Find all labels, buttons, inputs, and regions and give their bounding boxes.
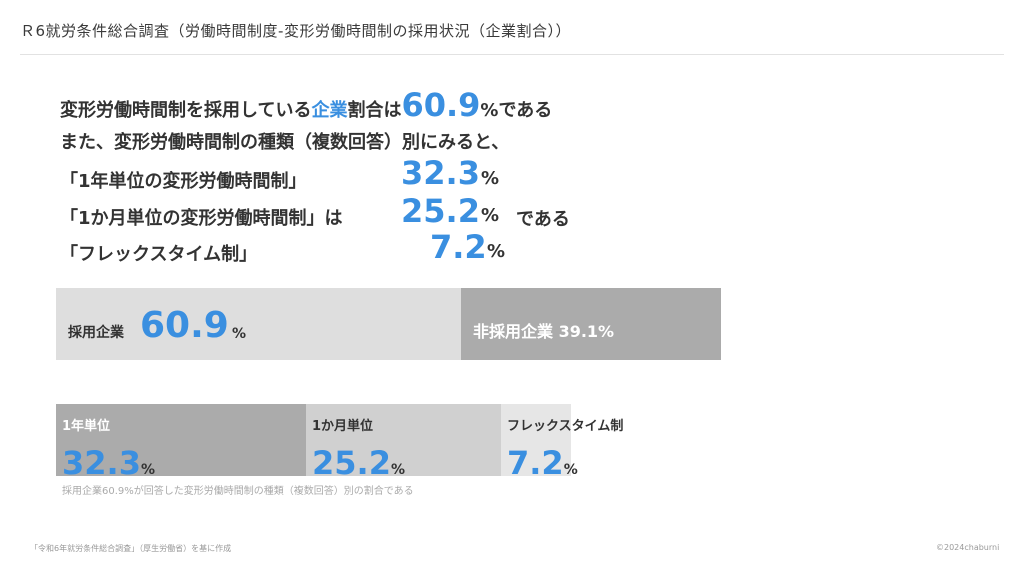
adopting-companies-pct: % bbox=[232, 326, 247, 342]
headline-line-4-tail: である bbox=[516, 209, 570, 230]
headline-line-5-number: 7.2 bbox=[430, 228, 487, 266]
one-month-unit-pct: % bbox=[390, 462, 405, 478]
headline-line-4-pct: % bbox=[481, 205, 500, 226]
source-note: 「令和6年就労条件総合調査」（厚生労働省）を基に作成 bbox=[30, 544, 232, 553]
one-year-unit-value: 32.3% bbox=[62, 444, 155, 482]
flextime-bar: フレックスタイム制 7.2% bbox=[501, 404, 623, 482]
headline-line-1-accent: 企業 bbox=[311, 100, 348, 121]
adopting-companies-segment: 採用企業 60.9 % bbox=[56, 288, 461, 360]
headline-line-5-label: 「フレックスタイム制」 bbox=[60, 244, 258, 265]
one-month-unit-value: 25.2% bbox=[312, 444, 405, 482]
flextime-value: 7.2% bbox=[507, 444, 578, 482]
copyright: ©2024chaburni bbox=[936, 543, 1000, 552]
flextime-label: フレックスタイム制 bbox=[507, 419, 624, 434]
adopting-companies-value: 60.9 bbox=[140, 305, 229, 346]
page-title: Ｒ6就労条件総合調査（労働時間制度-変形労働時間制の採用状況（企業割合）） bbox=[20, 22, 571, 40]
one-year-unit-number: 32.3 bbox=[62, 444, 141, 482]
non-adopting-companies-label: 非採用企業 39.1% bbox=[473, 322, 615, 341]
headline-line-5-pct: % bbox=[487, 241, 506, 262]
one-year-unit-bar: 1年単位 32.3% bbox=[56, 404, 306, 482]
headline-line-1-mid: 割合は bbox=[347, 100, 402, 121]
chart-footnote: 採用企業60.9%が回答した変形労働時間制の種類（複数回答）別の割合である bbox=[62, 486, 414, 497]
headline-line-4-label: 「1か月単位の変形労働時間制」は bbox=[60, 208, 343, 229]
headline-line-1-pre: 変形労働時間制を採用している bbox=[60, 100, 312, 121]
headline-line-1-number: 60.9 bbox=[401, 86, 481, 124]
headline-line-3-label: 「1年単位の変形労働時間制」 bbox=[60, 171, 307, 192]
non-adopting-companies-segment: 非採用企業 39.1% bbox=[461, 288, 721, 360]
headline-line-1-post: %である bbox=[480, 100, 553, 121]
one-year-unit-pct: % bbox=[140, 462, 155, 478]
one-month-unit-bar: 1か月単位 25.2% bbox=[306, 404, 501, 482]
headline-line-3-number: 32.3 bbox=[401, 154, 480, 192]
one-month-unit-number: 25.2 bbox=[312, 444, 391, 482]
headline-line-2: また、変形労働時間制の種類（複数回答）別にみると、 bbox=[60, 132, 510, 153]
one-month-unit-label: 1か月単位 bbox=[312, 419, 374, 434]
adoption-stacked-bar: 採用企業 60.9 % 非採用企業 39.1% bbox=[56, 288, 721, 360]
one-year-unit-label: 1年単位 bbox=[62, 419, 111, 434]
system-type-bars: 1年単位 32.3% 1か月単位 25.2% フレックスタイム制 7.2% bbox=[56, 404, 623, 482]
flextime-pct: % bbox=[563, 462, 578, 478]
headline-line-3-pct: % bbox=[481, 168, 500, 189]
headline-line-4-number: 25.2 bbox=[401, 192, 480, 230]
headline-line-1: 変形労働時間制を採用している企業割合は60.9%である bbox=[60, 86, 552, 124]
flextime-number: 7.2 bbox=[507, 444, 564, 482]
adopting-companies-label: 採用企業 bbox=[68, 325, 124, 341]
title-divider bbox=[20, 54, 1004, 55]
